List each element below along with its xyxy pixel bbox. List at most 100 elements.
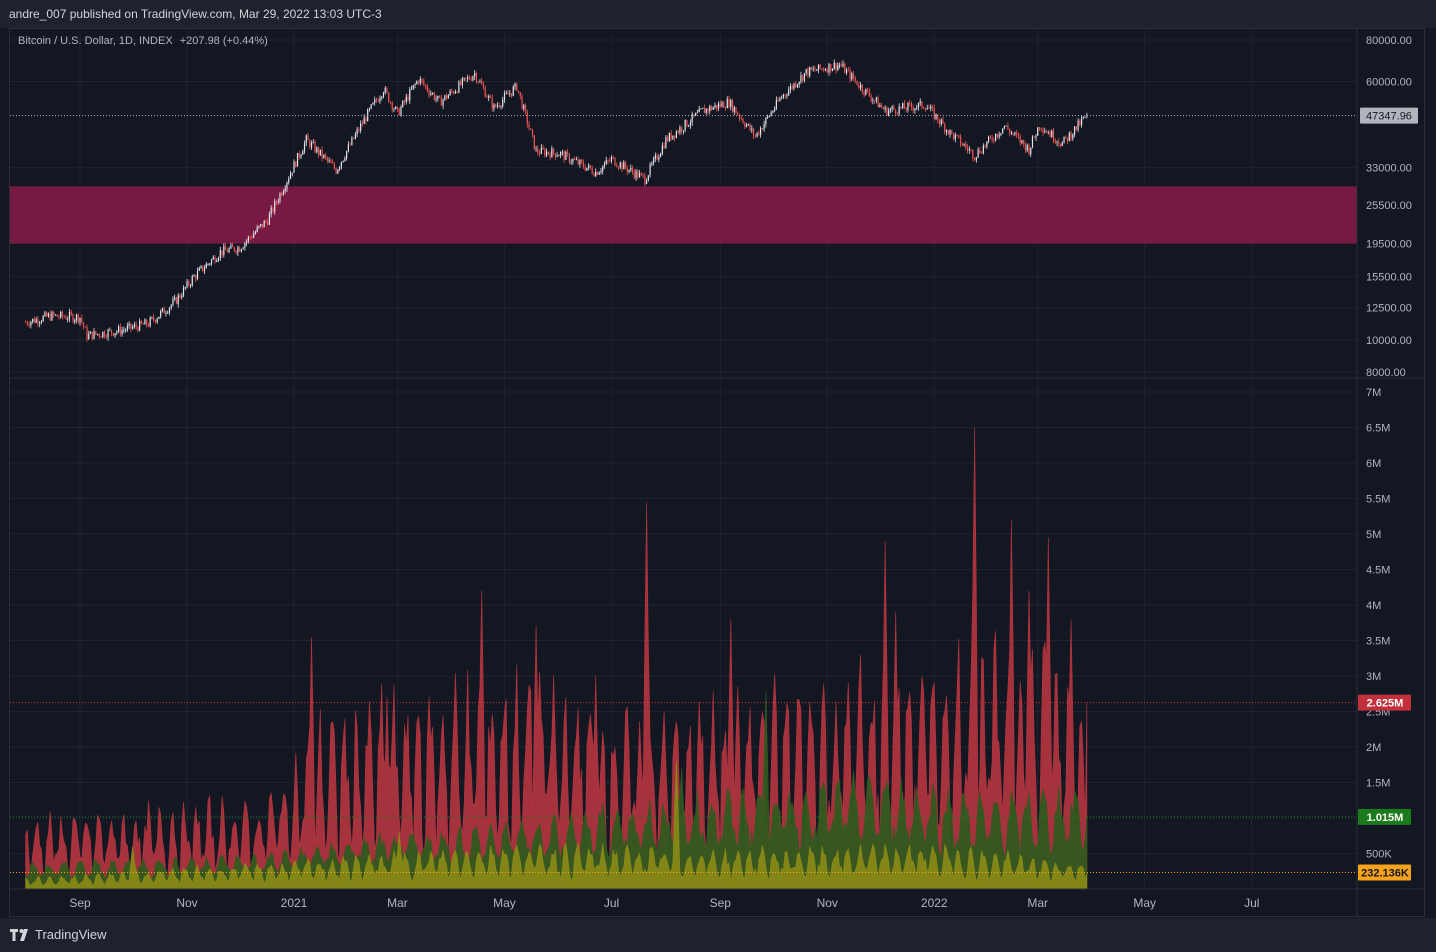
candle-body [182,287,185,297]
candle-body [98,334,100,337]
candle-body [763,123,765,130]
candle-body [696,112,699,114]
candle-body [454,91,456,94]
candle-body [779,98,781,102]
candle-body [588,165,590,168]
candle-body [551,148,553,158]
candle-body [944,123,946,133]
candle-body [354,134,356,139]
candle-body [956,134,958,136]
candle-body [372,102,374,105]
candle-body [731,100,734,112]
x-tick-label: May [493,896,516,910]
candle-body [393,108,395,110]
candle-body [144,319,146,325]
candle-body [388,92,390,103]
candle-body [95,331,97,335]
candle-body [965,144,967,148]
candle-body [523,105,525,109]
candle-body [921,101,923,108]
candle-body [331,162,334,164]
candle-body [158,316,160,319]
candle-body [549,153,551,158]
candle-body [858,85,860,88]
candle-body [400,107,402,116]
symbol-legend: Bitcoin / U.S. Dollar, 1D, INDEX +207.98… [18,35,272,47]
candle-body [970,149,972,151]
candle-body [538,152,541,154]
candle-body [235,251,237,253]
candle-body [721,102,723,107]
candle-body [914,108,916,111]
candle-body [842,63,844,67]
candle-body [1070,132,1072,139]
candle-body [907,102,909,110]
volume-tick-label: 2M [1366,742,1381,754]
x-tick-label: Mar [1027,896,1048,910]
candle-body [917,103,920,108]
candle-body [65,317,67,320]
candle-body [477,81,479,83]
candle-body [261,224,264,228]
candle-body [607,160,609,162]
candle-body [875,97,877,101]
candle-body [449,90,451,96]
candle-body [232,244,234,248]
candle-body [1063,136,1065,143]
candle-body [226,249,228,253]
volume-area-red [25,427,1088,890]
candle-body [275,201,278,203]
candle-body [467,77,469,79]
candle-body [391,102,393,110]
candle-body [791,85,793,89]
candle-body [117,326,120,332]
candle-body [340,162,342,168]
published-text: andre_007 published on TradingView.com, … [9,7,382,21]
candle-body [1052,130,1055,141]
candle-body [530,128,532,131]
support-zone[interactable] [10,186,1357,244]
candle-body [714,104,716,108]
candle-body [96,334,99,335]
candle-body [928,108,930,109]
candle-body [940,119,942,124]
candle-body [572,159,574,162]
candle-body [905,108,907,110]
candle-body [32,318,34,322]
candle-body [851,73,853,80]
candle-body [46,312,48,317]
candle-body [140,320,142,324]
candle-body [1016,132,1018,136]
candle-body [942,119,944,124]
candle-body [1035,135,1037,138]
x-tick-label: Sep [710,896,732,910]
candle-body [712,107,714,110]
candle-body [81,317,83,323]
candle-body [510,93,513,96]
candle-body [381,96,383,99]
candle-body [386,87,388,93]
candle-body [1068,132,1070,141]
candle-body [933,108,935,119]
candle-body [151,317,153,319]
candle-body [570,161,572,163]
candle-body [433,93,435,100]
candle-body [737,113,739,115]
candle-body [738,114,741,119]
candle-body [1023,140,1025,144]
tradingview-brand[interactable]: TradingView [10,927,107,942]
candle-body [1007,125,1009,130]
candle-body [284,188,286,192]
candle-body [900,106,902,108]
candle-body [582,162,585,168]
candle-body [891,106,893,109]
x-tick-label: 2021 [281,896,308,910]
candle-body [781,97,783,99]
candle-body [624,162,627,168]
price-tick-label: 10000.00 [1366,335,1412,347]
candle-body [668,133,670,141]
candle-body [777,99,779,102]
candle-body [474,73,476,77]
symbol-title[interactable]: Bitcoin / U.S. Dollar, 1D, INDEX [18,35,173,47]
